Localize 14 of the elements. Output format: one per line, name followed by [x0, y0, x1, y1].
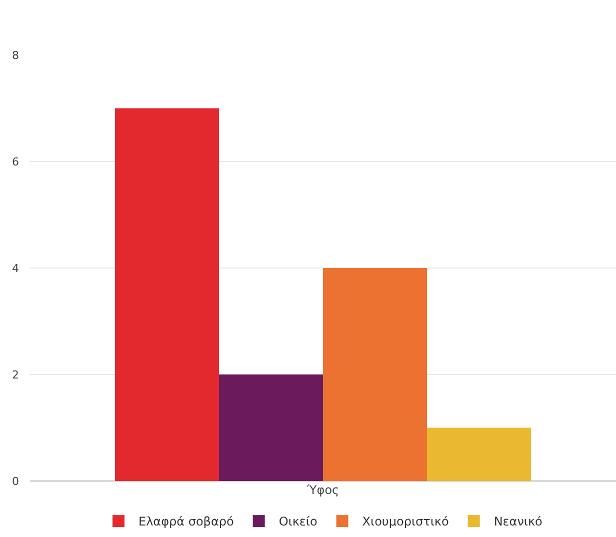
y-tick-label: 4: [12, 262, 19, 275]
legend-label: Ελαφρά σοβαρό: [138, 514, 234, 529]
legend-label: Οικείο: [278, 514, 318, 529]
y-tick-label: 6: [12, 155, 19, 168]
bar: [323, 268, 428, 481]
legend-label: Χιουμοριστικό: [362, 514, 449, 529]
y-tick-label: 8: [12, 48, 19, 62]
legend-label: Νεανικό: [494, 514, 542, 529]
bar: [114, 108, 219, 481]
bar: [427, 428, 532, 481]
bar: [218, 374, 323, 481]
y-tick-label: 2: [12, 368, 19, 382]
y-tick-label: 0: [12, 474, 19, 488]
x-tick-label: Ύφος: [306, 483, 340, 497]
